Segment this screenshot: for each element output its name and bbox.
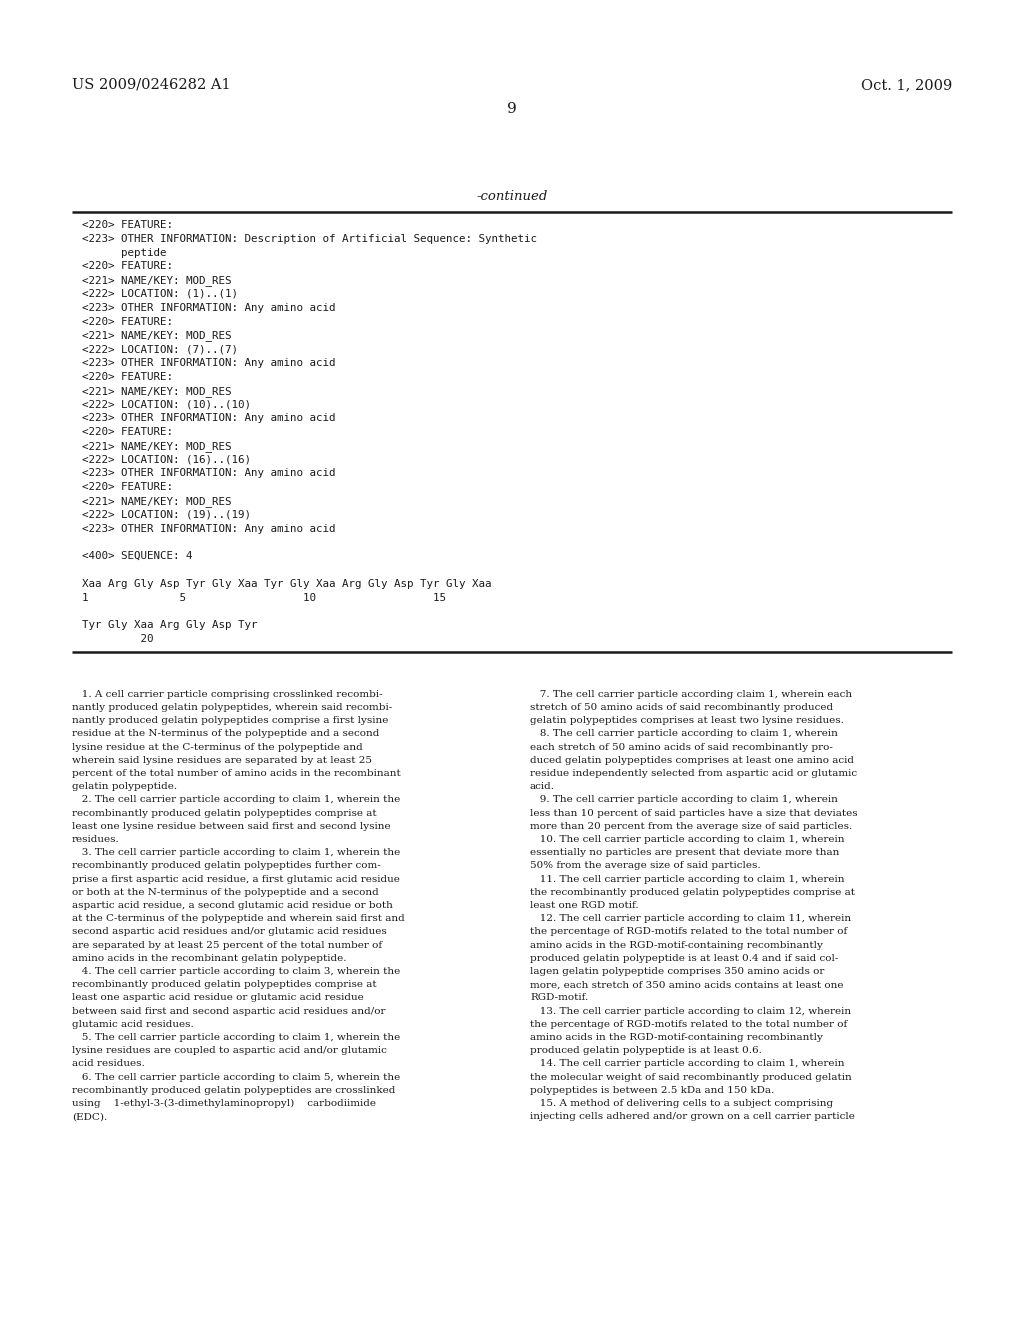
Text: lysine residues are coupled to aspartic acid and/or glutamic: lysine residues are coupled to aspartic … xyxy=(72,1047,387,1055)
Text: recombinantly produced gelatin polypeptides comprise at: recombinantly produced gelatin polypepti… xyxy=(72,809,377,817)
Text: less than 10 percent of said particles have a size that deviates: less than 10 percent of said particles h… xyxy=(530,809,858,817)
Text: <222> LOCATION: (10)..(10): <222> LOCATION: (10)..(10) xyxy=(82,400,251,409)
Text: nantly produced gelatin polypeptides, wherein said recombi-: nantly produced gelatin polypeptides, wh… xyxy=(72,704,392,711)
Text: amino acids in the RGD-motif-containing recombinantly: amino acids in the RGD-motif-containing … xyxy=(530,941,823,949)
Text: <400> SEQUENCE: 4: <400> SEQUENCE: 4 xyxy=(82,552,193,561)
Text: <223> OTHER INFORMATION: Any amino acid: <223> OTHER INFORMATION: Any amino acid xyxy=(82,469,336,478)
Text: 8. The cell carrier particle according to claim 1, wherein: 8. The cell carrier particle according t… xyxy=(530,730,838,738)
Text: <223> OTHER INFORMATION: Any amino acid: <223> OTHER INFORMATION: Any amino acid xyxy=(82,413,336,424)
Text: each stretch of 50 amino acids of said recombinantly pro-: each stretch of 50 amino acids of said r… xyxy=(530,743,833,751)
Text: polypeptides is between 2.5 kDa and 150 kDa.: polypeptides is between 2.5 kDa and 150 … xyxy=(530,1086,774,1094)
Text: the recombinantly produced gelatin polypeptides comprise at: the recombinantly produced gelatin polyp… xyxy=(530,888,855,896)
Text: <222> LOCATION: (1)..(1): <222> LOCATION: (1)..(1) xyxy=(82,289,238,300)
Text: duced gelatin polypeptides comprises at least one amino acid: duced gelatin polypeptides comprises at … xyxy=(530,756,854,764)
Text: <220> FEATURE:: <220> FEATURE: xyxy=(82,426,173,437)
Text: or both at the N-terminus of the polypeptide and a second: or both at the N-terminus of the polypep… xyxy=(72,888,379,896)
Text: US 2009/0246282 A1: US 2009/0246282 A1 xyxy=(72,78,230,92)
Text: <221> NAME/KEY: MOD_RES: <221> NAME/KEY: MOD_RES xyxy=(82,385,231,396)
Text: essentially no particles are present that deviate more than: essentially no particles are present tha… xyxy=(530,849,840,857)
Text: residues.: residues. xyxy=(72,836,120,843)
Text: <221> NAME/KEY: MOD_RES: <221> NAME/KEY: MOD_RES xyxy=(82,330,231,342)
Text: the percentage of RGD-motifs related to the total number of: the percentage of RGD-motifs related to … xyxy=(530,928,847,936)
Text: the molecular weight of said recombinantly produced gelatin: the molecular weight of said recombinant… xyxy=(530,1073,852,1081)
Text: least one RGD motif.: least one RGD motif. xyxy=(530,902,639,909)
Text: 12. The cell carrier particle according to claim 11, wherein: 12. The cell carrier particle according … xyxy=(530,915,851,923)
Text: 4. The cell carrier particle according to claim 3, wherein the: 4. The cell carrier particle according t… xyxy=(72,968,400,975)
Text: amino acids in the recombinant gelatin polypeptide.: amino acids in the recombinant gelatin p… xyxy=(72,954,346,962)
Text: <223> OTHER INFORMATION: Any amino acid: <223> OTHER INFORMATION: Any amino acid xyxy=(82,524,336,533)
Text: least one aspartic acid residue or glutamic acid residue: least one aspartic acid residue or gluta… xyxy=(72,994,364,1002)
Text: <220> FEATURE:: <220> FEATURE: xyxy=(82,317,173,326)
Text: least one lysine residue between said first and second lysine: least one lysine residue between said fi… xyxy=(72,822,390,830)
Text: 10. The cell carrier particle according to claim 1, wherein: 10. The cell carrier particle according … xyxy=(530,836,845,843)
Text: <222> LOCATION: (19)..(19): <222> LOCATION: (19)..(19) xyxy=(82,510,251,520)
Text: peptide: peptide xyxy=(82,248,167,257)
Text: <223> OTHER INFORMATION: Any amino acid: <223> OTHER INFORMATION: Any amino acid xyxy=(82,302,336,313)
Text: 13. The cell carrier particle according to claim 12, wherein: 13. The cell carrier particle according … xyxy=(530,1007,851,1015)
Text: prise a first aspartic acid residue, a first glutamic acid residue: prise a first aspartic acid residue, a f… xyxy=(72,875,400,883)
Text: at the C-terminus of the polypeptide and wherein said first and: at the C-terminus of the polypeptide and… xyxy=(72,915,404,923)
Text: gelatin polypeptide.: gelatin polypeptide. xyxy=(72,783,177,791)
Text: are separated by at least 25 percent of the total number of: are separated by at least 25 percent of … xyxy=(72,941,382,949)
Text: 9: 9 xyxy=(507,102,517,116)
Text: using    1-ethyl-3-(3-dimethylaminopropyl)    carbodiimide: using 1-ethyl-3-(3-dimethylaminopropyl) … xyxy=(72,1100,376,1107)
Text: <223> OTHER INFORMATION: Any amino acid: <223> OTHER INFORMATION: Any amino acid xyxy=(82,358,336,368)
Text: produced gelatin polypeptide is at least 0.6.: produced gelatin polypeptide is at least… xyxy=(530,1047,762,1055)
Text: produced gelatin polypeptide is at least 0.4 and if said col-: produced gelatin polypeptide is at least… xyxy=(530,954,839,962)
Text: 11. The cell carrier particle according to claim 1, wherein: 11. The cell carrier particle according … xyxy=(530,875,845,883)
Text: recombinantly produced gelatin polypeptides are crosslinked: recombinantly produced gelatin polypepti… xyxy=(72,1086,395,1094)
Text: 15. A method of delivering cells to a subject comprising: 15. A method of delivering cells to a su… xyxy=(530,1100,834,1107)
Text: (EDC).: (EDC). xyxy=(72,1113,108,1121)
Text: percent of the total number of amino acids in the recombinant: percent of the total number of amino aci… xyxy=(72,770,400,777)
Text: second aspartic acid residues and/or glutamic acid residues: second aspartic acid residues and/or glu… xyxy=(72,928,387,936)
Text: more, each stretch of 350 amino acids contains at least one: more, each stretch of 350 amino acids co… xyxy=(530,981,844,989)
Text: between said first and second aspartic acid residues and/or: between said first and second aspartic a… xyxy=(72,1007,385,1015)
Text: <221> NAME/KEY: MOD_RES: <221> NAME/KEY: MOD_RES xyxy=(82,275,231,286)
Text: 20: 20 xyxy=(82,634,154,644)
Text: <220> FEATURE:: <220> FEATURE: xyxy=(82,261,173,272)
Text: stretch of 50 amino acids of said recombinantly produced: stretch of 50 amino acids of said recomb… xyxy=(530,704,834,711)
Text: acid residues.: acid residues. xyxy=(72,1060,144,1068)
Text: gelatin polypeptides comprises at least two lysine residues.: gelatin polypeptides comprises at least … xyxy=(530,717,844,725)
Text: residue at the N-terminus of the polypeptide and a second: residue at the N-terminus of the polypep… xyxy=(72,730,379,738)
Text: 7. The cell carrier particle according claim 1, wherein each: 7. The cell carrier particle according c… xyxy=(530,690,852,698)
Text: RGD-motif.: RGD-motif. xyxy=(530,994,588,1002)
Text: more than 20 percent from the average size of said particles.: more than 20 percent from the average si… xyxy=(530,822,852,830)
Text: 14. The cell carrier particle according to claim 1, wherein: 14. The cell carrier particle according … xyxy=(530,1060,845,1068)
Text: wherein said lysine residues are separated by at least 25: wherein said lysine residues are separat… xyxy=(72,756,372,764)
Text: Oct. 1, 2009: Oct. 1, 2009 xyxy=(861,78,952,92)
Text: acid.: acid. xyxy=(530,783,555,791)
Text: <221> NAME/KEY: MOD_RES: <221> NAME/KEY: MOD_RES xyxy=(82,441,231,451)
Text: Tyr Gly Xaa Arg Gly Asp Tyr: Tyr Gly Xaa Arg Gly Asp Tyr xyxy=(82,620,257,630)
Text: 1. A cell carrier particle comprising crosslinked recombi-: 1. A cell carrier particle comprising cr… xyxy=(72,690,383,698)
Text: aspartic acid residue, a second glutamic acid residue or both: aspartic acid residue, a second glutamic… xyxy=(72,902,393,909)
Text: amino acids in the RGD-motif-containing recombinantly: amino acids in the RGD-motif-containing … xyxy=(530,1034,823,1041)
Text: 3. The cell carrier particle according to claim 1, wherein the: 3. The cell carrier particle according t… xyxy=(72,849,400,857)
Text: glutamic acid residues.: glutamic acid residues. xyxy=(72,1020,194,1028)
Text: 9. The cell carrier particle according to claim 1, wherein: 9. The cell carrier particle according t… xyxy=(530,796,838,804)
Text: the percentage of RGD-motifs related to the total number of: the percentage of RGD-motifs related to … xyxy=(530,1020,847,1028)
Text: Xaa Arg Gly Asp Tyr Gly Xaa Tyr Gly Xaa Arg Gly Asp Tyr Gly Xaa: Xaa Arg Gly Asp Tyr Gly Xaa Tyr Gly Xaa … xyxy=(82,578,492,589)
Text: recombinantly produced gelatin polypeptides further com-: recombinantly produced gelatin polypepti… xyxy=(72,862,381,870)
Text: 6. The cell carrier particle according to claim 5, wherein the: 6. The cell carrier particle according t… xyxy=(72,1073,400,1081)
Text: recombinantly produced gelatin polypeptides comprise at: recombinantly produced gelatin polypepti… xyxy=(72,981,377,989)
Text: <222> LOCATION: (7)..(7): <222> LOCATION: (7)..(7) xyxy=(82,345,238,354)
Text: <223> OTHER INFORMATION: Description of Artificial Sequence: Synthetic: <223> OTHER INFORMATION: Description of … xyxy=(82,234,537,244)
Text: nantly produced gelatin polypeptides comprise a first lysine: nantly produced gelatin polypeptides com… xyxy=(72,717,388,725)
Text: <220> FEATURE:: <220> FEATURE: xyxy=(82,372,173,381)
Text: lagen gelatin polypeptide comprises 350 amino acids or: lagen gelatin polypeptide comprises 350 … xyxy=(530,968,824,975)
Text: <222> LOCATION: (16)..(16): <222> LOCATION: (16)..(16) xyxy=(82,454,251,465)
Text: <220> FEATURE:: <220> FEATURE: xyxy=(82,482,173,492)
Text: <221> NAME/KEY: MOD_RES: <221> NAME/KEY: MOD_RES xyxy=(82,496,231,507)
Text: lysine residue at the C-terminus of the polypeptide and: lysine residue at the C-terminus of the … xyxy=(72,743,362,751)
Text: injecting cells adhered and/or grown on a cell carrier particle: injecting cells adhered and/or grown on … xyxy=(530,1113,855,1121)
Text: -continued: -continued xyxy=(476,190,548,203)
Text: 1              5                  10                  15: 1 5 10 15 xyxy=(82,593,446,603)
Text: residue independently selected from aspartic acid or glutamic: residue independently selected from aspa… xyxy=(530,770,857,777)
Text: 2. The cell carrier particle according to claim 1, wherein the: 2. The cell carrier particle according t… xyxy=(72,796,400,804)
Text: 50% from the average size of said particles.: 50% from the average size of said partic… xyxy=(530,862,761,870)
Text: 5. The cell carrier particle according to claim 1, wherein the: 5. The cell carrier particle according t… xyxy=(72,1034,400,1041)
Text: <220> FEATURE:: <220> FEATURE: xyxy=(82,220,173,230)
